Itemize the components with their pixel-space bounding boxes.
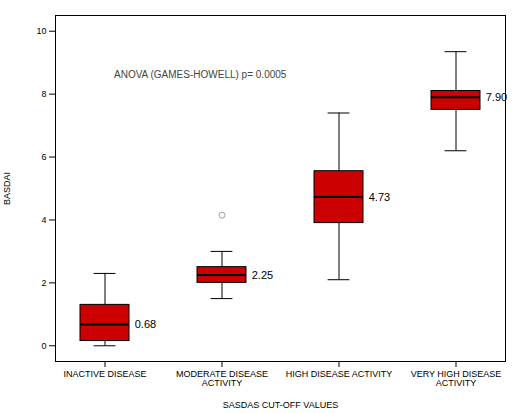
svg-text:2: 2: [41, 278, 46, 288]
svg-text:0: 0: [41, 341, 46, 351]
svg-text:4.73: 4.73: [369, 191, 390, 203]
svg-text:2.25: 2.25: [252, 269, 273, 281]
svg-text:4: 4: [41, 215, 46, 225]
svg-text:INACTIVE DISEASE: INACTIVE DISEASE: [63, 369, 146, 379]
svg-text:SASDAS CUT-OFF VALUES: SASDAS CUT-OFF VALUES: [223, 400, 338, 410]
svg-text:VERY HIGH DISEASEACTIVITY: VERY HIGH DISEASEACTIVITY: [411, 369, 502, 388]
svg-text:6: 6: [41, 152, 46, 162]
svg-text:8: 8: [41, 89, 46, 99]
svg-text:HIGH DISEASE ACTIVITY: HIGH DISEASE ACTIVITY: [286, 369, 393, 379]
svg-text:10: 10: [36, 26, 46, 36]
svg-text:7.90: 7.90: [486, 91, 507, 103]
svg-text:0.68: 0.68: [135, 318, 156, 330]
svg-text:ANOVA (GAMES-HOWELL) p= 0.0005: ANOVA (GAMES-HOWELL) p= 0.0005: [114, 69, 287, 80]
svg-text:BASDAI: BASDAI: [2, 172, 12, 205]
svg-text:MODERATE DISEASEACTIVITY: MODERATE DISEASEACTIVITY: [176, 369, 268, 388]
